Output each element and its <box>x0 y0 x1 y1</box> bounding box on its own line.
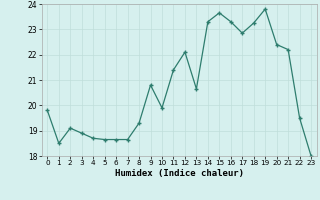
X-axis label: Humidex (Indice chaleur): Humidex (Indice chaleur) <box>115 169 244 178</box>
